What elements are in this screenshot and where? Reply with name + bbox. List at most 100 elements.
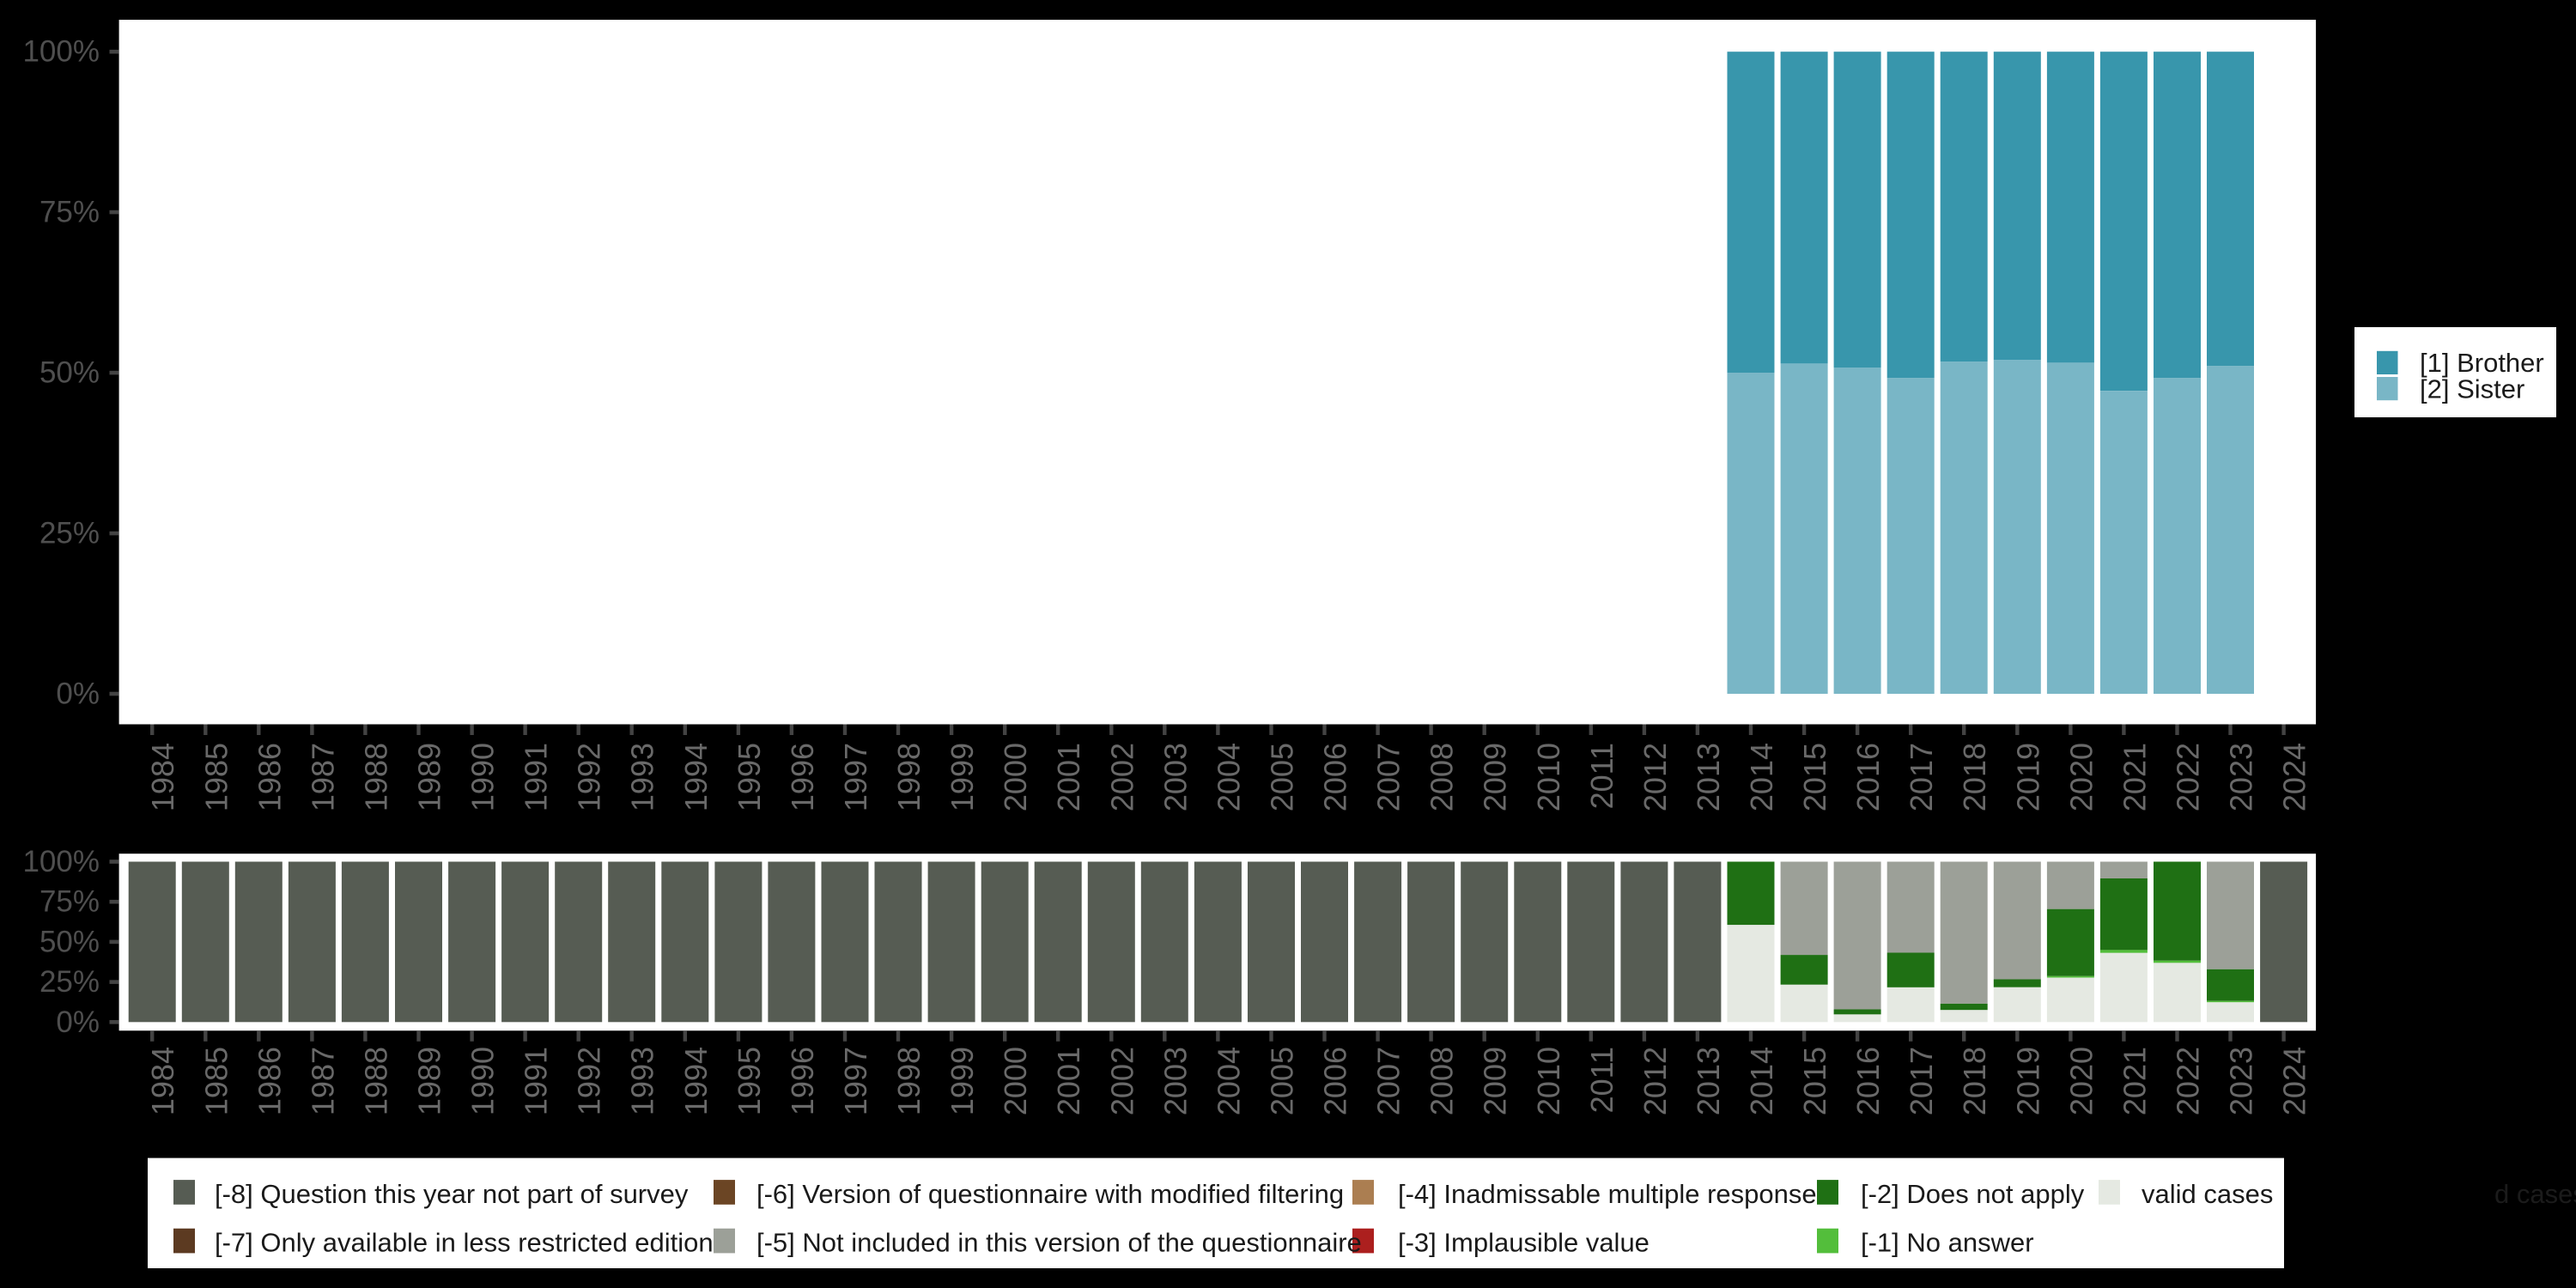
svg-text:2016: 2016 bbox=[1850, 743, 1886, 811]
svg-text:100%: 100% bbox=[22, 35, 100, 69]
svg-text:1987: 1987 bbox=[305, 1047, 340, 1115]
svg-text:75%: 75% bbox=[39, 196, 100, 229]
svg-text:2007: 2007 bbox=[1371, 1047, 1406, 1115]
svg-text:1996: 1996 bbox=[785, 743, 820, 811]
svg-text:2000: 2000 bbox=[998, 743, 1033, 811]
svg-text:2002: 2002 bbox=[1104, 1047, 1139, 1115]
svg-text:[-7] Only available in less re: [-7] Only available in less restricted e… bbox=[215, 1228, 714, 1258]
svg-text:1998: 1998 bbox=[891, 1047, 927, 1115]
svg-text:1990: 1990 bbox=[465, 1047, 501, 1115]
svg-text:2006: 2006 bbox=[1318, 1047, 1353, 1115]
svg-text:2007: 2007 bbox=[1371, 743, 1406, 811]
svg-text:75%: 75% bbox=[39, 885, 100, 919]
svg-text:100%: 100% bbox=[22, 845, 100, 878]
svg-text:2016: 2016 bbox=[1850, 1047, 1886, 1115]
svg-text:2002: 2002 bbox=[1104, 743, 1139, 811]
svg-text:1998: 1998 bbox=[891, 743, 927, 811]
svg-text:2006: 2006 bbox=[1318, 743, 1353, 811]
svg-text:1995: 1995 bbox=[732, 1047, 767, 1115]
svg-text:[2] Sister: [2] Sister bbox=[2420, 374, 2524, 404]
svg-text:2009: 2009 bbox=[1478, 743, 1513, 811]
svg-text:2008: 2008 bbox=[1425, 1047, 1460, 1115]
svg-text:2013: 2013 bbox=[1691, 743, 1726, 811]
svg-text:[-1] No answer: [-1] No answer bbox=[1861, 1228, 2034, 1258]
svg-text:2004: 2004 bbox=[1211, 1047, 1246, 1115]
svg-text:1989: 1989 bbox=[412, 743, 447, 811]
svg-text:0%: 0% bbox=[56, 677, 100, 711]
svg-text:1993: 1993 bbox=[625, 1047, 660, 1115]
svg-text:1992: 1992 bbox=[572, 1047, 607, 1115]
svg-text:1987: 1987 bbox=[305, 743, 340, 811]
svg-text:1985: 1985 bbox=[198, 1047, 234, 1115]
svg-text:1990: 1990 bbox=[465, 743, 501, 811]
svg-text:[-2] Does not apply: [-2] Does not apply bbox=[1861, 1179, 2085, 1209]
svg-text:2022: 2022 bbox=[2171, 1047, 2206, 1115]
svg-text:2022: 2022 bbox=[2171, 743, 2206, 811]
svg-text:1997: 1997 bbox=[838, 1047, 873, 1115]
svg-text:2021: 2021 bbox=[2117, 743, 2152, 811]
svg-text:2005: 2005 bbox=[1265, 1047, 1300, 1115]
svg-text:1993: 1993 bbox=[625, 743, 660, 811]
svg-text:0%: 0% bbox=[56, 1005, 100, 1039]
svg-text:2010: 2010 bbox=[1531, 743, 1566, 811]
svg-text:2023: 2023 bbox=[2224, 743, 2259, 811]
svg-text:2017: 2017 bbox=[1904, 1047, 1939, 1115]
svg-text:1985: 1985 bbox=[198, 743, 234, 811]
svg-text:[-3] Implausible value: [-3] Implausible value bbox=[1398, 1228, 1649, 1258]
svg-text:2020: 2020 bbox=[2063, 743, 2099, 811]
svg-text:2005: 2005 bbox=[1265, 743, 1300, 811]
svg-text:2021: 2021 bbox=[2117, 1047, 2152, 1115]
svg-text:1986: 1986 bbox=[252, 1047, 287, 1115]
svg-text:2017: 2017 bbox=[1904, 743, 1939, 811]
svg-text:1989: 1989 bbox=[412, 1047, 447, 1115]
svg-text:1995: 1995 bbox=[732, 743, 767, 811]
svg-text:2001: 2001 bbox=[1051, 743, 1086, 811]
svg-text:2014: 2014 bbox=[1744, 743, 1779, 811]
svg-text:1984: 1984 bbox=[145, 1047, 180, 1115]
svg-text:2008: 2008 bbox=[1425, 743, 1460, 811]
svg-text:[-6] Version of questionnaire: [-6] Version of questionnaire with modif… bbox=[756, 1179, 1344, 1209]
svg-text:25%: 25% bbox=[39, 965, 100, 999]
svg-text:2018: 2018 bbox=[1957, 743, 1992, 811]
svg-text:2024: 2024 bbox=[2277, 743, 2312, 811]
svg-text:1999: 1999 bbox=[945, 1047, 980, 1115]
svg-text:[1] Brother: [1] Brother bbox=[2420, 348, 2544, 378]
svg-text:2003: 2003 bbox=[1157, 743, 1193, 811]
svg-text:1988: 1988 bbox=[358, 1047, 393, 1115]
svg-text:1999: 1999 bbox=[945, 743, 980, 811]
svg-text:[-8] Question this year not pa: [-8] Question this year not part of surv… bbox=[215, 1179, 689, 1209]
svg-text:1992: 1992 bbox=[572, 743, 607, 811]
svg-text:1988: 1988 bbox=[358, 743, 393, 811]
svg-text:2019: 2019 bbox=[2010, 743, 2045, 811]
svg-text:1994: 1994 bbox=[678, 743, 714, 811]
svg-text:2023: 2023 bbox=[2224, 1047, 2259, 1115]
svg-text:2009: 2009 bbox=[1478, 1047, 1513, 1115]
svg-text:2013: 2013 bbox=[1691, 1047, 1726, 1115]
svg-text:50%: 50% bbox=[39, 356, 100, 390]
svg-text:[-4] Inadmissable multiple res: [-4] Inadmissable multiple response bbox=[1398, 1179, 1817, 1209]
svg-text:2018: 2018 bbox=[1957, 1047, 1992, 1115]
svg-text:1991: 1991 bbox=[519, 743, 554, 811]
svg-text:d cases: d cases bbox=[2494, 1179, 2576, 1209]
svg-text:50%: 50% bbox=[39, 925, 100, 958]
svg-text:2019: 2019 bbox=[2010, 1047, 2045, 1115]
svg-text:2014: 2014 bbox=[1744, 1047, 1779, 1115]
svg-text:2004: 2004 bbox=[1211, 743, 1246, 811]
svg-text:2024: 2024 bbox=[2277, 1047, 2312, 1115]
svg-text:2011: 2011 bbox=[1584, 1047, 1619, 1113]
svg-text:valid cases: valid cases bbox=[2142, 1179, 2273, 1209]
svg-text:1996: 1996 bbox=[785, 1047, 820, 1115]
svg-text:1997: 1997 bbox=[838, 743, 873, 811]
svg-text:2001: 2001 bbox=[1051, 1047, 1086, 1115]
svg-text:1994: 1994 bbox=[678, 1047, 714, 1115]
svg-text:2020: 2020 bbox=[2063, 1047, 2099, 1115]
svg-text:1986: 1986 bbox=[252, 743, 287, 811]
svg-text:1991: 1991 bbox=[519, 1047, 554, 1115]
svg-text:1984: 1984 bbox=[145, 743, 180, 811]
svg-text:25%: 25% bbox=[39, 517, 100, 550]
svg-text:2012: 2012 bbox=[1637, 743, 1673, 811]
svg-text:2015: 2015 bbox=[1797, 743, 1832, 811]
svg-text:2011: 2011 bbox=[1584, 743, 1619, 809]
svg-text:2010: 2010 bbox=[1531, 1047, 1566, 1115]
svg-text:2003: 2003 bbox=[1157, 1047, 1193, 1115]
